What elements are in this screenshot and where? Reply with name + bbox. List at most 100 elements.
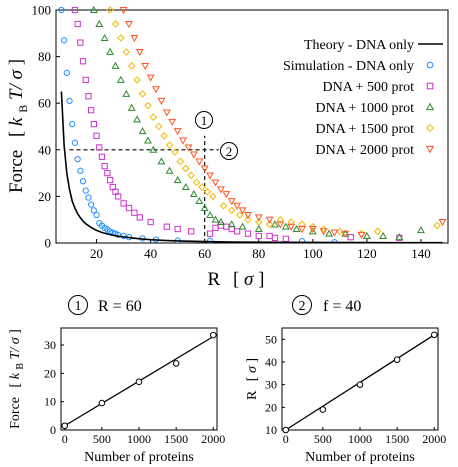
legend-label-theory: Theory - DNA only <box>304 38 414 53</box>
series-1-point <box>93 132 100 139</box>
series-4-point <box>276 221 285 229</box>
series-0-point <box>88 201 95 208</box>
series-4-point <box>135 48 144 57</box>
series-3-point <box>111 20 120 28</box>
data-point <box>61 422 69 430</box>
series-1-point <box>255 232 262 240</box>
panel-r60-marks <box>61 331 217 430</box>
series-4-point <box>184 144 193 152</box>
x-tick-label: 140 <box>411 246 431 261</box>
y-tick-label: 0 <box>50 423 56 437</box>
series-1-point <box>104 169 111 177</box>
main-y-axis-label: Force [ k B T/ σ ] <box>6 59 32 193</box>
series-2-point <box>254 224 263 232</box>
series-1-point <box>212 224 219 231</box>
main-axis-ticks: 20 40 60 80 100 120 140 0 20 40 60 80 100 <box>32 3 431 262</box>
series-4-point <box>254 214 263 222</box>
series-4-point <box>222 191 231 199</box>
series-4-point <box>152 86 160 94</box>
theory-curve <box>60 91 443 243</box>
series-3-point <box>203 187 212 196</box>
main-plot-frame <box>55 9 449 244</box>
series-4-point <box>319 228 328 236</box>
series-4-point <box>189 151 198 159</box>
legend-marker-3 <box>425 123 435 133</box>
series-2-point <box>106 47 115 55</box>
data-point <box>393 356 401 364</box>
series-1-point <box>217 222 225 229</box>
series-3-point <box>254 218 263 226</box>
series-3 <box>106 6 441 238</box>
series-2-point <box>116 75 125 83</box>
series-4-point <box>179 137 188 145</box>
series-1-point <box>163 223 170 230</box>
y-tick-label: 20 <box>38 189 51 204</box>
series-4-point <box>287 223 296 231</box>
series-0-point <box>93 211 100 219</box>
series-4-point <box>438 219 447 227</box>
svg-text:1: 1 <box>201 113 208 128</box>
panel-f40: 2 f = 40 0 500 1000 1500 2000 10 20 30 40 50 R [ … <box>245 295 446 465</box>
series-2-point <box>417 226 425 234</box>
series-2-point <box>292 224 301 232</box>
series-3-point <box>117 34 125 42</box>
series-2-point <box>379 231 388 239</box>
series-4-point <box>157 97 166 105</box>
guide-badge-2: 2 <box>220 142 238 160</box>
series-1-point <box>206 230 214 237</box>
series-3-point <box>192 178 201 187</box>
series-4-point <box>119 7 128 15</box>
series-2-point <box>238 222 247 230</box>
series-1-point <box>96 144 103 151</box>
panel-r60: 1 R = 60 0 500 1000 1500 2000 0 10 20 30 Force [… <box>8 295 225 465</box>
y-tick-label: 60 <box>38 96 51 111</box>
series-2-point <box>173 175 182 184</box>
y-tick-label: 100 <box>32 3 52 18</box>
legend-marker-2 <box>425 102 435 111</box>
x-tick-label: 60 <box>198 246 211 261</box>
y-tick-label: 30 <box>44 338 56 352</box>
y-tick-label: 20 <box>265 400 277 414</box>
y-tick-label: 0 <box>45 236 52 251</box>
main-x-axis-label: R [ σ ] <box>208 269 265 290</box>
series-4-point <box>130 34 139 43</box>
series-3-point <box>309 222 317 231</box>
series-4-point <box>206 172 215 180</box>
series-4-point <box>357 231 366 239</box>
y-tick-label: 40 <box>38 142 51 157</box>
series-0-point <box>79 178 87 185</box>
series-2-point <box>189 189 198 198</box>
x-tick-label: 1000 <box>348 432 372 446</box>
y-tick-label: 80 <box>38 49 51 64</box>
series-1-point <box>120 200 127 207</box>
series-4-point <box>162 109 171 117</box>
series-4-point <box>265 216 274 224</box>
series-1-point <box>82 76 89 84</box>
series-3-point <box>187 171 195 180</box>
panel-r60-ticks: 0 500 1000 1500 2000 0 10 20 30 <box>44 338 225 446</box>
panel-f40-title: 2 f = 40 <box>292 295 361 315</box>
data-point <box>209 331 217 339</box>
series-0-point <box>58 6 65 14</box>
panel-f40-ticks: 0 500 1000 1500 2000 10 20 30 40 50 <box>265 332 446 446</box>
series-3-point <box>127 62 136 70</box>
panel-r60-title-text: R = 60 <box>98 298 142 315</box>
series-1-point <box>125 204 133 212</box>
series-3-point <box>298 220 306 229</box>
guide-badge-1: 1 <box>195 111 213 129</box>
series-4-point <box>173 128 182 136</box>
series-0-point <box>206 237 214 243</box>
series-1-point <box>233 228 241 235</box>
legend: Theory - DNA only Simulation - DNA only … <box>283 38 443 158</box>
y-tick-label: 10 <box>44 395 56 409</box>
series-1-point <box>136 214 143 221</box>
series-1-point <box>271 234 279 242</box>
series-2-point <box>89 6 98 13</box>
legend-label-1000: DNA + 1000 prot <box>315 101 414 116</box>
series-4-point <box>341 230 350 238</box>
series-3-point <box>181 164 190 173</box>
series-2-point <box>206 210 215 219</box>
x-tick-label: 80 <box>252 246 265 261</box>
data-point <box>430 331 438 339</box>
